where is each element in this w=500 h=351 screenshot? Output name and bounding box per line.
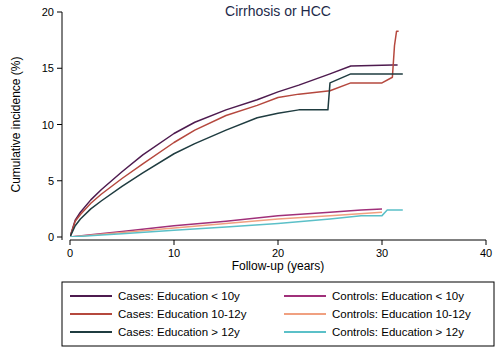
x-tick <box>174 240 175 245</box>
series-line <box>70 74 403 237</box>
y-tick <box>57 180 62 181</box>
series-line <box>70 31 399 237</box>
legend-swatch <box>70 313 112 315</box>
y-tick <box>57 68 62 69</box>
y-axis-label: Cumulative incidence (%) <box>9 56 23 192</box>
x-tick-label: 30 <box>376 247 388 259</box>
legend-swatch <box>70 331 112 333</box>
series-line <box>70 210 403 237</box>
x-axis-label: Follow-up (years) <box>232 259 325 273</box>
legend-box <box>62 282 494 346</box>
x-tick <box>382 240 383 245</box>
legend-swatch <box>70 295 112 297</box>
legend-label: Controls: Education > 12y <box>332 326 464 338</box>
legend-label: Controls: Education < 10y <box>332 290 464 302</box>
x-tick <box>278 240 279 245</box>
y-tick <box>57 12 62 13</box>
x-tick <box>486 240 487 245</box>
y-tick-label: 10 <box>42 119 54 131</box>
legend-swatch <box>284 331 326 333</box>
y-tick <box>57 237 62 238</box>
chart: Cirrhosis or HCC 0 5 10 15 20 0 10 20 30 40 Follow-… <box>0 0 500 351</box>
legend-label: Controls: Education 10-12y <box>332 308 471 320</box>
x-tick-label: 0 <box>67 247 73 259</box>
x-tick-label: 20 <box>272 247 284 259</box>
series-line <box>70 209 382 237</box>
y-tick-label: 5 <box>48 175 54 187</box>
y-tick <box>57 124 62 125</box>
y-tick-label: 20 <box>42 6 54 18</box>
legend-label: Cases: Education > 12y <box>118 326 240 338</box>
y-axis <box>62 12 63 240</box>
x-tick-label: 40 <box>480 247 492 259</box>
title: Cirrhosis or HCC <box>225 3 331 19</box>
x-tick-label: 10 <box>168 247 180 259</box>
legend: Cases: Education < 10y Cases: Education 1… <box>62 282 494 346</box>
background <box>0 0 500 351</box>
y-tick-label: 15 <box>42 62 54 74</box>
y-tick-label: 0 <box>48 231 54 243</box>
plot-area <box>70 31 403 237</box>
legend-swatch <box>284 295 326 297</box>
legend-swatch <box>284 313 326 315</box>
legend-label: Cases: Education 10-12y <box>118 308 247 320</box>
series-line <box>70 65 398 237</box>
legend-label: Cases: Education < 10y <box>118 290 240 302</box>
x-tick <box>70 240 71 245</box>
